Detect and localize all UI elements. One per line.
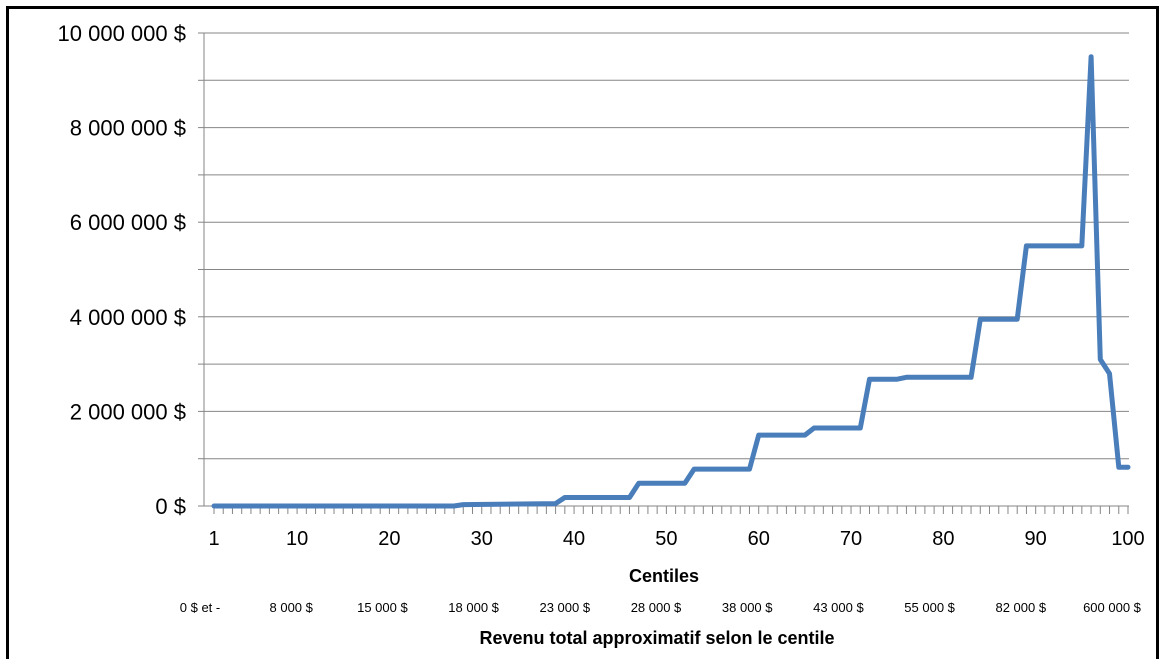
income-label: 600 000 $ bbox=[1083, 600, 1142, 615]
y-tick-label: 0 $ bbox=[155, 494, 186, 519]
x-tick-label: 30 bbox=[471, 528, 493, 550]
x-tick-label: 90 bbox=[1025, 528, 1047, 550]
x-tick-label: 20 bbox=[378, 528, 400, 550]
y-tick-label: 8 000 000 $ bbox=[70, 116, 186, 141]
x-tick-label: 10 bbox=[286, 528, 308, 550]
x-tick-label: 80 bbox=[932, 528, 954, 550]
income-label: 28 000 $ bbox=[631, 600, 682, 615]
income-label: 8 000 $ bbox=[270, 600, 314, 615]
income-label: 0 $ et - bbox=[180, 600, 220, 615]
y-tick-label: 6 000 000 $ bbox=[70, 210, 186, 235]
income-axis: 0 $ et - 8 000 $ 15 000 $ 18 000 $ 23 000 $ 2… bbox=[180, 600, 1142, 615]
x-axis-title: Centiles bbox=[629, 566, 699, 586]
income-label: 23 000 $ bbox=[539, 600, 590, 615]
series-line bbox=[211, 54, 1131, 509]
income-label: 15 000 $ bbox=[357, 600, 408, 615]
x-tick-label: 40 bbox=[563, 528, 585, 550]
gridlines bbox=[204, 32, 1129, 460]
income-label: 43 000 $ bbox=[813, 600, 864, 615]
x-axis: 1 10 20 30 40 50 60 70 80 90 100 bbox=[204, 505, 1145, 550]
income-label: 55 000 $ bbox=[904, 600, 955, 615]
x-tick-label: 1 bbox=[208, 528, 219, 550]
income-label: 82 000 $ bbox=[995, 600, 1046, 615]
series-group bbox=[211, 54, 1131, 509]
income-label: 18 000 $ bbox=[448, 600, 499, 615]
y-tick-label: 2 000 000 $ bbox=[70, 399, 186, 424]
y-axis: 0 $ 2 000 000 $ 4 000 000 $ 6 000 000 $ 8 00… bbox=[58, 21, 205, 519]
x-tick-label: 60 bbox=[748, 528, 770, 550]
income-axis-title: Revenu total approximatif selon le centi… bbox=[479, 628, 834, 648]
x-tick-label: 100 bbox=[1111, 528, 1144, 550]
income-label: 38 000 $ bbox=[722, 600, 773, 615]
x-tick-label: 50 bbox=[655, 528, 677, 550]
x-tick-label: 70 bbox=[840, 528, 862, 550]
chart-frame bbox=[6, 6, 1159, 659]
y-tick-label: 10 000 000 $ bbox=[58, 21, 186, 46]
y-tick-label: 4 000 000 $ bbox=[70, 305, 186, 330]
